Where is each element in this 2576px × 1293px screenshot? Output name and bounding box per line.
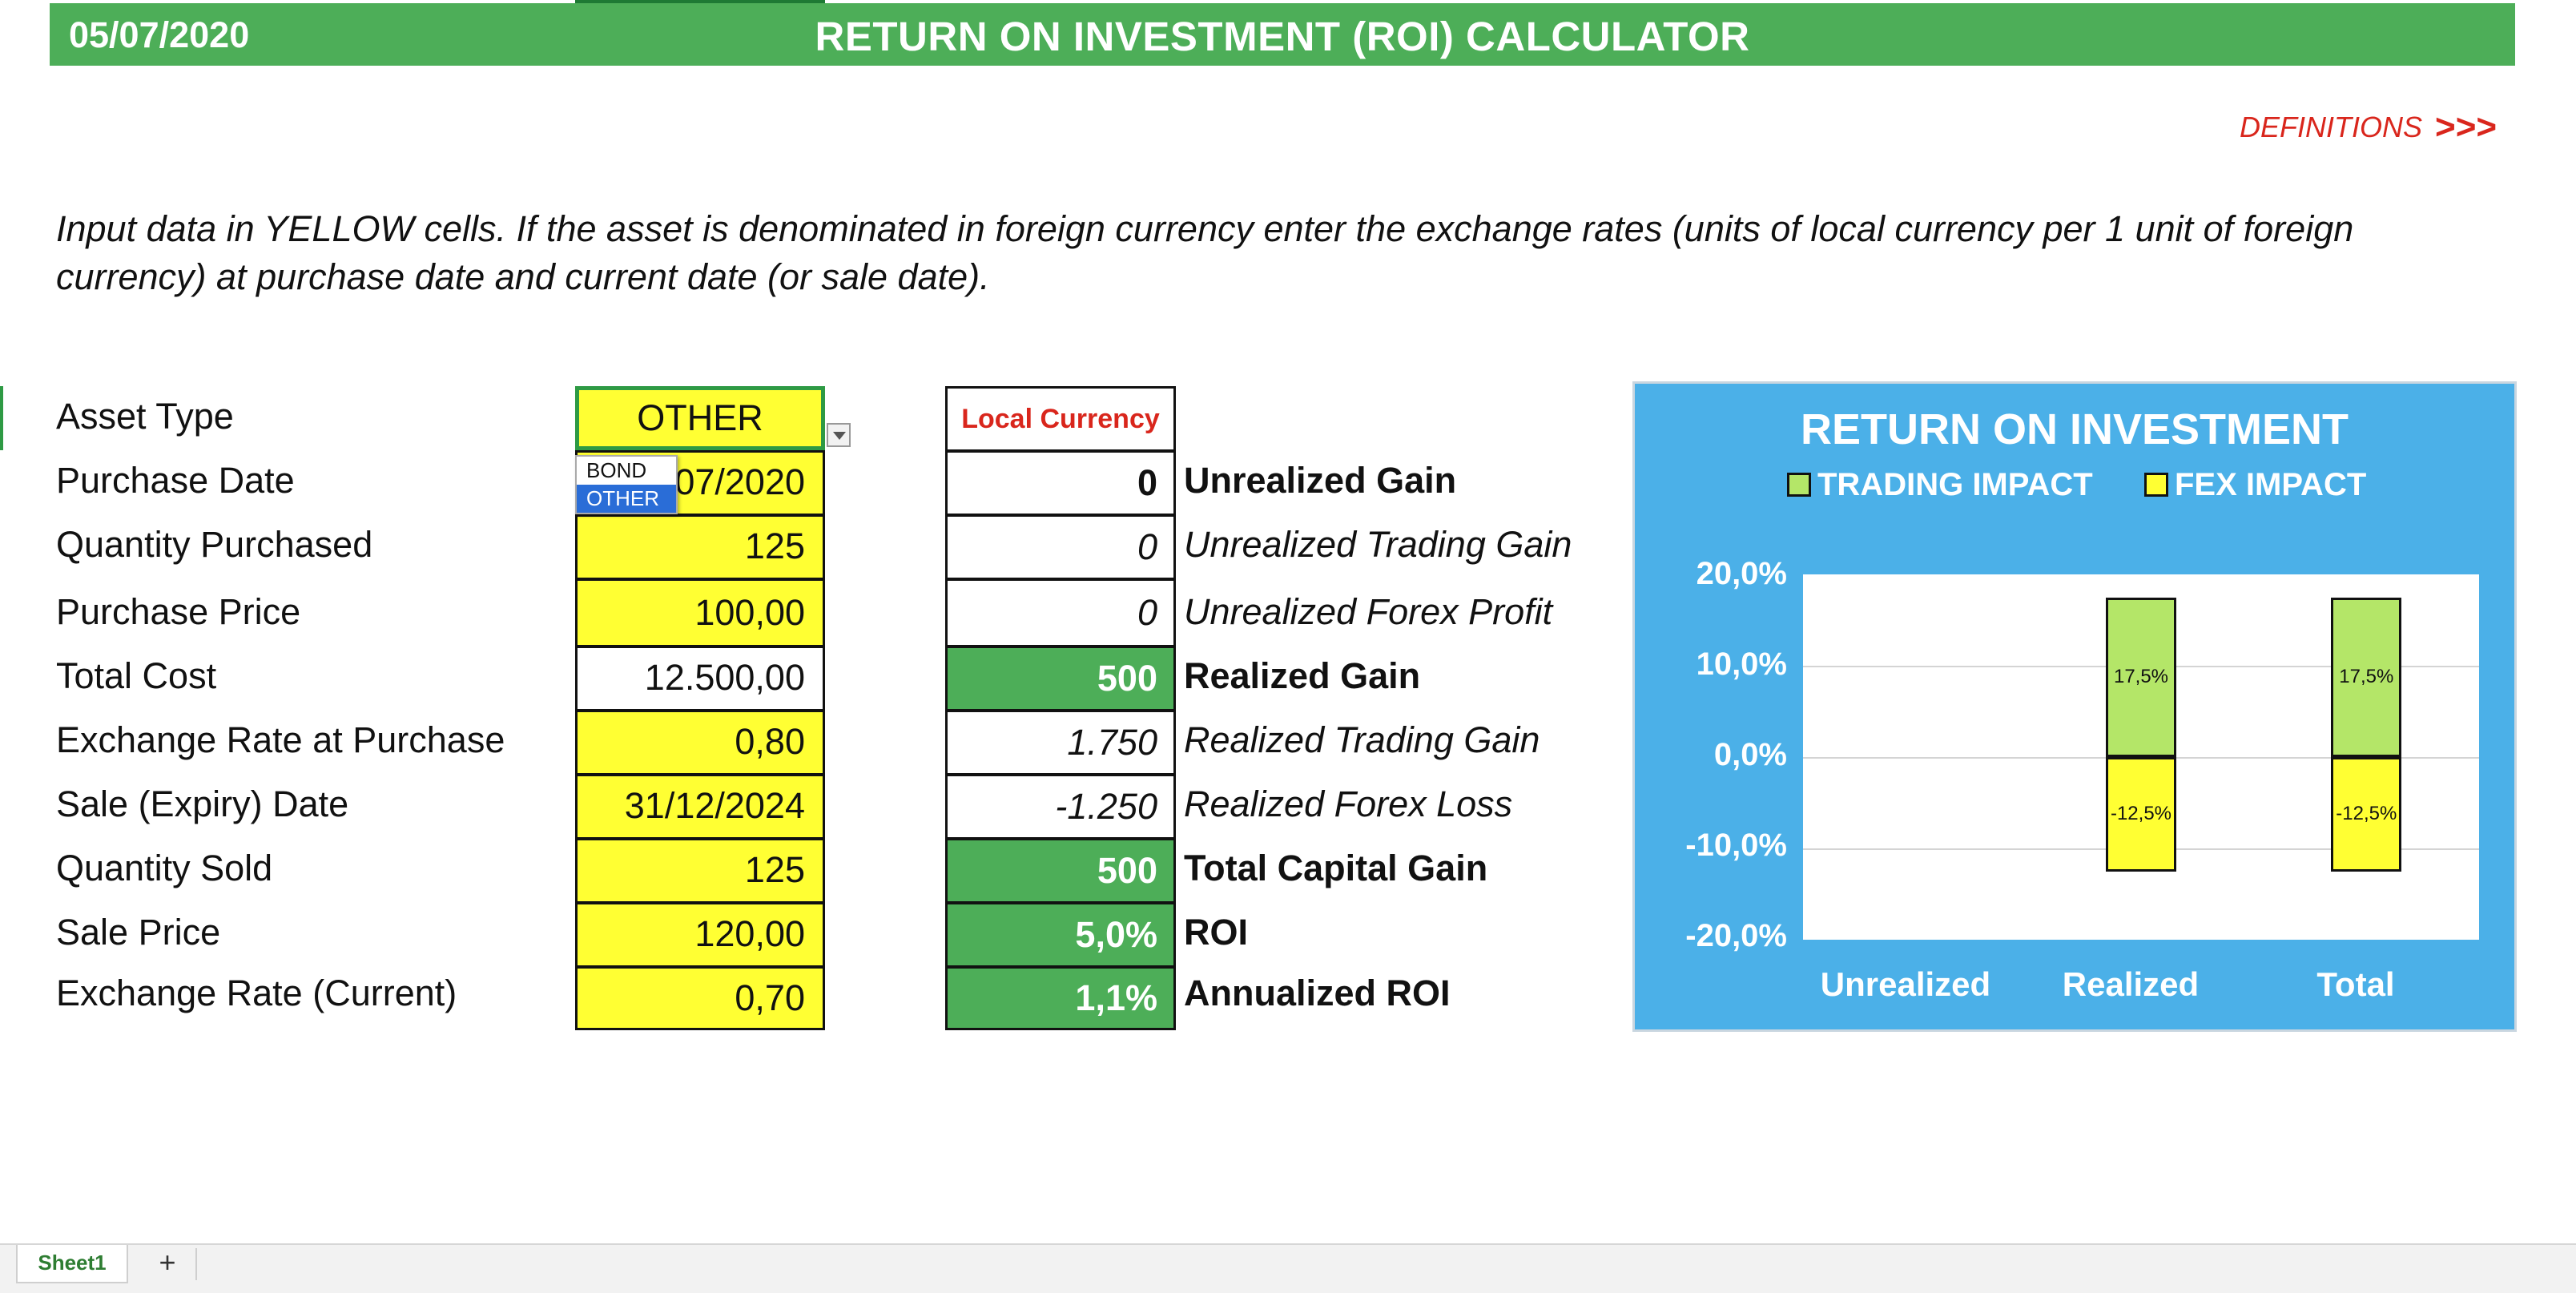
label-exchange-rate-current: Exchange Rate (Current): [56, 973, 457, 1013]
instructions-text: Input data in YELLOW cells. If the asset…: [56, 208, 2354, 297]
dropdown-option-bond[interactable]: BOND: [586, 458, 647, 482]
legend-trading-impact: TRADING IMPACT: [1787, 467, 2093, 503]
legend-swatch-trading: [1787, 473, 1811, 497]
unrealized-forex-profit-label: Unrealized Forex Profit: [1184, 591, 1553, 632]
realized-forex-loss-label: Realized Forex Loss: [1184, 783, 1513, 824]
purchase-price-cell[interactable]: 100,00: [575, 578, 825, 647]
label-purchase-price: Purchase Price: [56, 591, 301, 632]
local-currency-header: Local Currency: [945, 386, 1176, 452]
bar-fex-impact-realized: -12,5%: [2106, 757, 2176, 872]
selected-column-marker: [575, 0, 825, 3]
data-label: -12,5%: [2336, 803, 2397, 825]
total-cost-cell: 12.500,00: [575, 646, 825, 711]
exchange-rate-current-cell[interactable]: 0,70: [575, 966, 825, 1030]
definitions-link[interactable]: DEFINITIONS: [2240, 111, 2423, 143]
label-quantity-purchased: Quantity Purchased: [56, 524, 373, 565]
x-tick-label: Realized: [2062, 965, 2200, 1003]
header-date: 05/07/2020: [69, 14, 250, 55]
y-tick-label: 10,0%: [1696, 646, 1787, 682]
label-sale-date: Sale (Expiry) Date: [56, 783, 349, 824]
asset-type-select[interactable]: OTHER: [575, 386, 825, 450]
chart-title: RETURN ON INVESTMENT: [1800, 405, 2349, 453]
asset-type-dropdown-button[interactable]: [827, 423, 851, 447]
realized-gain-value: 500: [945, 646, 1176, 711]
realized-trading-gain-value: 1.750: [945, 710, 1176, 775]
asset-type-dropdown-list[interactable]: BOND OTHER: [575, 455, 678, 514]
annualized-roi-value: 1,1%: [945, 966, 1176, 1030]
realized-forex-loss-value: -1.250: [945, 774, 1176, 840]
y-tick-label: -10,0%: [1685, 828, 1787, 863]
sale-price-cell[interactable]: 120,00: [575, 902, 825, 968]
page-title: RETURN ON INVESTMENT (ROI) CALCULATOR: [815, 14, 1750, 59]
unrealized-gain-label: Unrealized Gain: [1184, 460, 1457, 501]
label-purchase-date: Purchase Date: [56, 460, 295, 501]
roi-label: ROI: [1184, 912, 1249, 953]
chevron-down-icon: [833, 432, 846, 440]
sheet-tab-sheet1[interactable]: Sheet1: [16, 1245, 128, 1283]
exchange-rate-purchase-cell[interactable]: 0,80: [575, 710, 825, 775]
y-tick-label: 20,0%: [1696, 556, 1787, 591]
y-tick-label: 0,0%: [1713, 737, 1787, 772]
realized-gain-label: Realized Gain: [1184, 655, 1421, 696]
roi-value: 5,0%: [945, 902, 1176, 968]
label-asset-type: Asset Type: [56, 396, 234, 437]
unrealized-gain-value: 0: [945, 450, 1176, 516]
legend-fex-impact: FEX IMPACT: [2144, 467, 2366, 503]
quantity-purchased-cell[interactable]: 125: [575, 514, 825, 580]
y-tick-label: -20,0%: [1685, 918, 1787, 953]
label-sale-price: Sale Price: [56, 912, 221, 953]
data-label: 17,5%: [2339, 666, 2394, 688]
label-quantity-sold: Quantity Sold: [56, 848, 273, 888]
legend-label-trading: TRADING IMPACT: [1817, 467, 2093, 502]
legend-label-fex: FEX IMPACT: [2175, 467, 2367, 502]
bar-trading-impact-realized: 17,5%: [2106, 597, 2176, 757]
annualized-roi-label: Annualized ROI: [1184, 973, 1451, 1013]
total-capital-gain-value: 500: [945, 838, 1176, 904]
data-label: -12,5%: [2110, 803, 2172, 825]
legend-swatch-fex: [2144, 473, 2168, 497]
total-capital-gain-label: Total Capital Gain: [1184, 848, 1488, 888]
unrealized-trading-gain-label: Unrealized Trading Gain: [1184, 524, 1572, 565]
bar-trading-impact-total: 17,5%: [2331, 597, 2402, 757]
bar-fex-impact-total: -12,5%: [2331, 757, 2402, 872]
sale-date-cell[interactable]: 31/12/2024: [575, 774, 825, 840]
x-tick-label: Unrealized: [1820, 965, 1991, 1003]
label-total-cost: Total Cost: [56, 655, 217, 696]
sheet-tab-bar: Sheet1 +: [0, 1243, 2576, 1293]
add-sheet-button[interactable]: +: [159, 1246, 176, 1279]
roi-chart[interactable]: RETURN ON INVESTMENT TRADING IMPACT FEX …: [1632, 381, 2517, 1032]
x-tick-label: Total: [2316, 965, 2395, 1003]
data-label: 17,5%: [2113, 666, 2169, 688]
header-banner: 05/07/2020 RETURN ON INVESTMENT (ROI) CA…: [50, 3, 2515, 66]
tab-separator: [195, 1248, 197, 1280]
label-exchange-rate-purchase: Exchange Rate at Purchase: [56, 719, 505, 760]
realized-trading-gain-label: Realized Trading Gain: [1184, 719, 1540, 760]
quantity-sold-cell[interactable]: 125: [575, 838, 825, 904]
unrealized-forex-profit-value: 0: [945, 578, 1176, 647]
definitions-arrow-icon[interactable]: >>>: [2435, 107, 2498, 147]
unrealized-trading-gain-value: 0: [945, 514, 1176, 580]
selected-row-marker: [0, 386, 3, 450]
chart-plot-area: 17,5% -12,5% 17,5% -12,5%: [1803, 574, 2479, 940]
dropdown-option-other[interactable]: OTHER: [577, 485, 676, 513]
